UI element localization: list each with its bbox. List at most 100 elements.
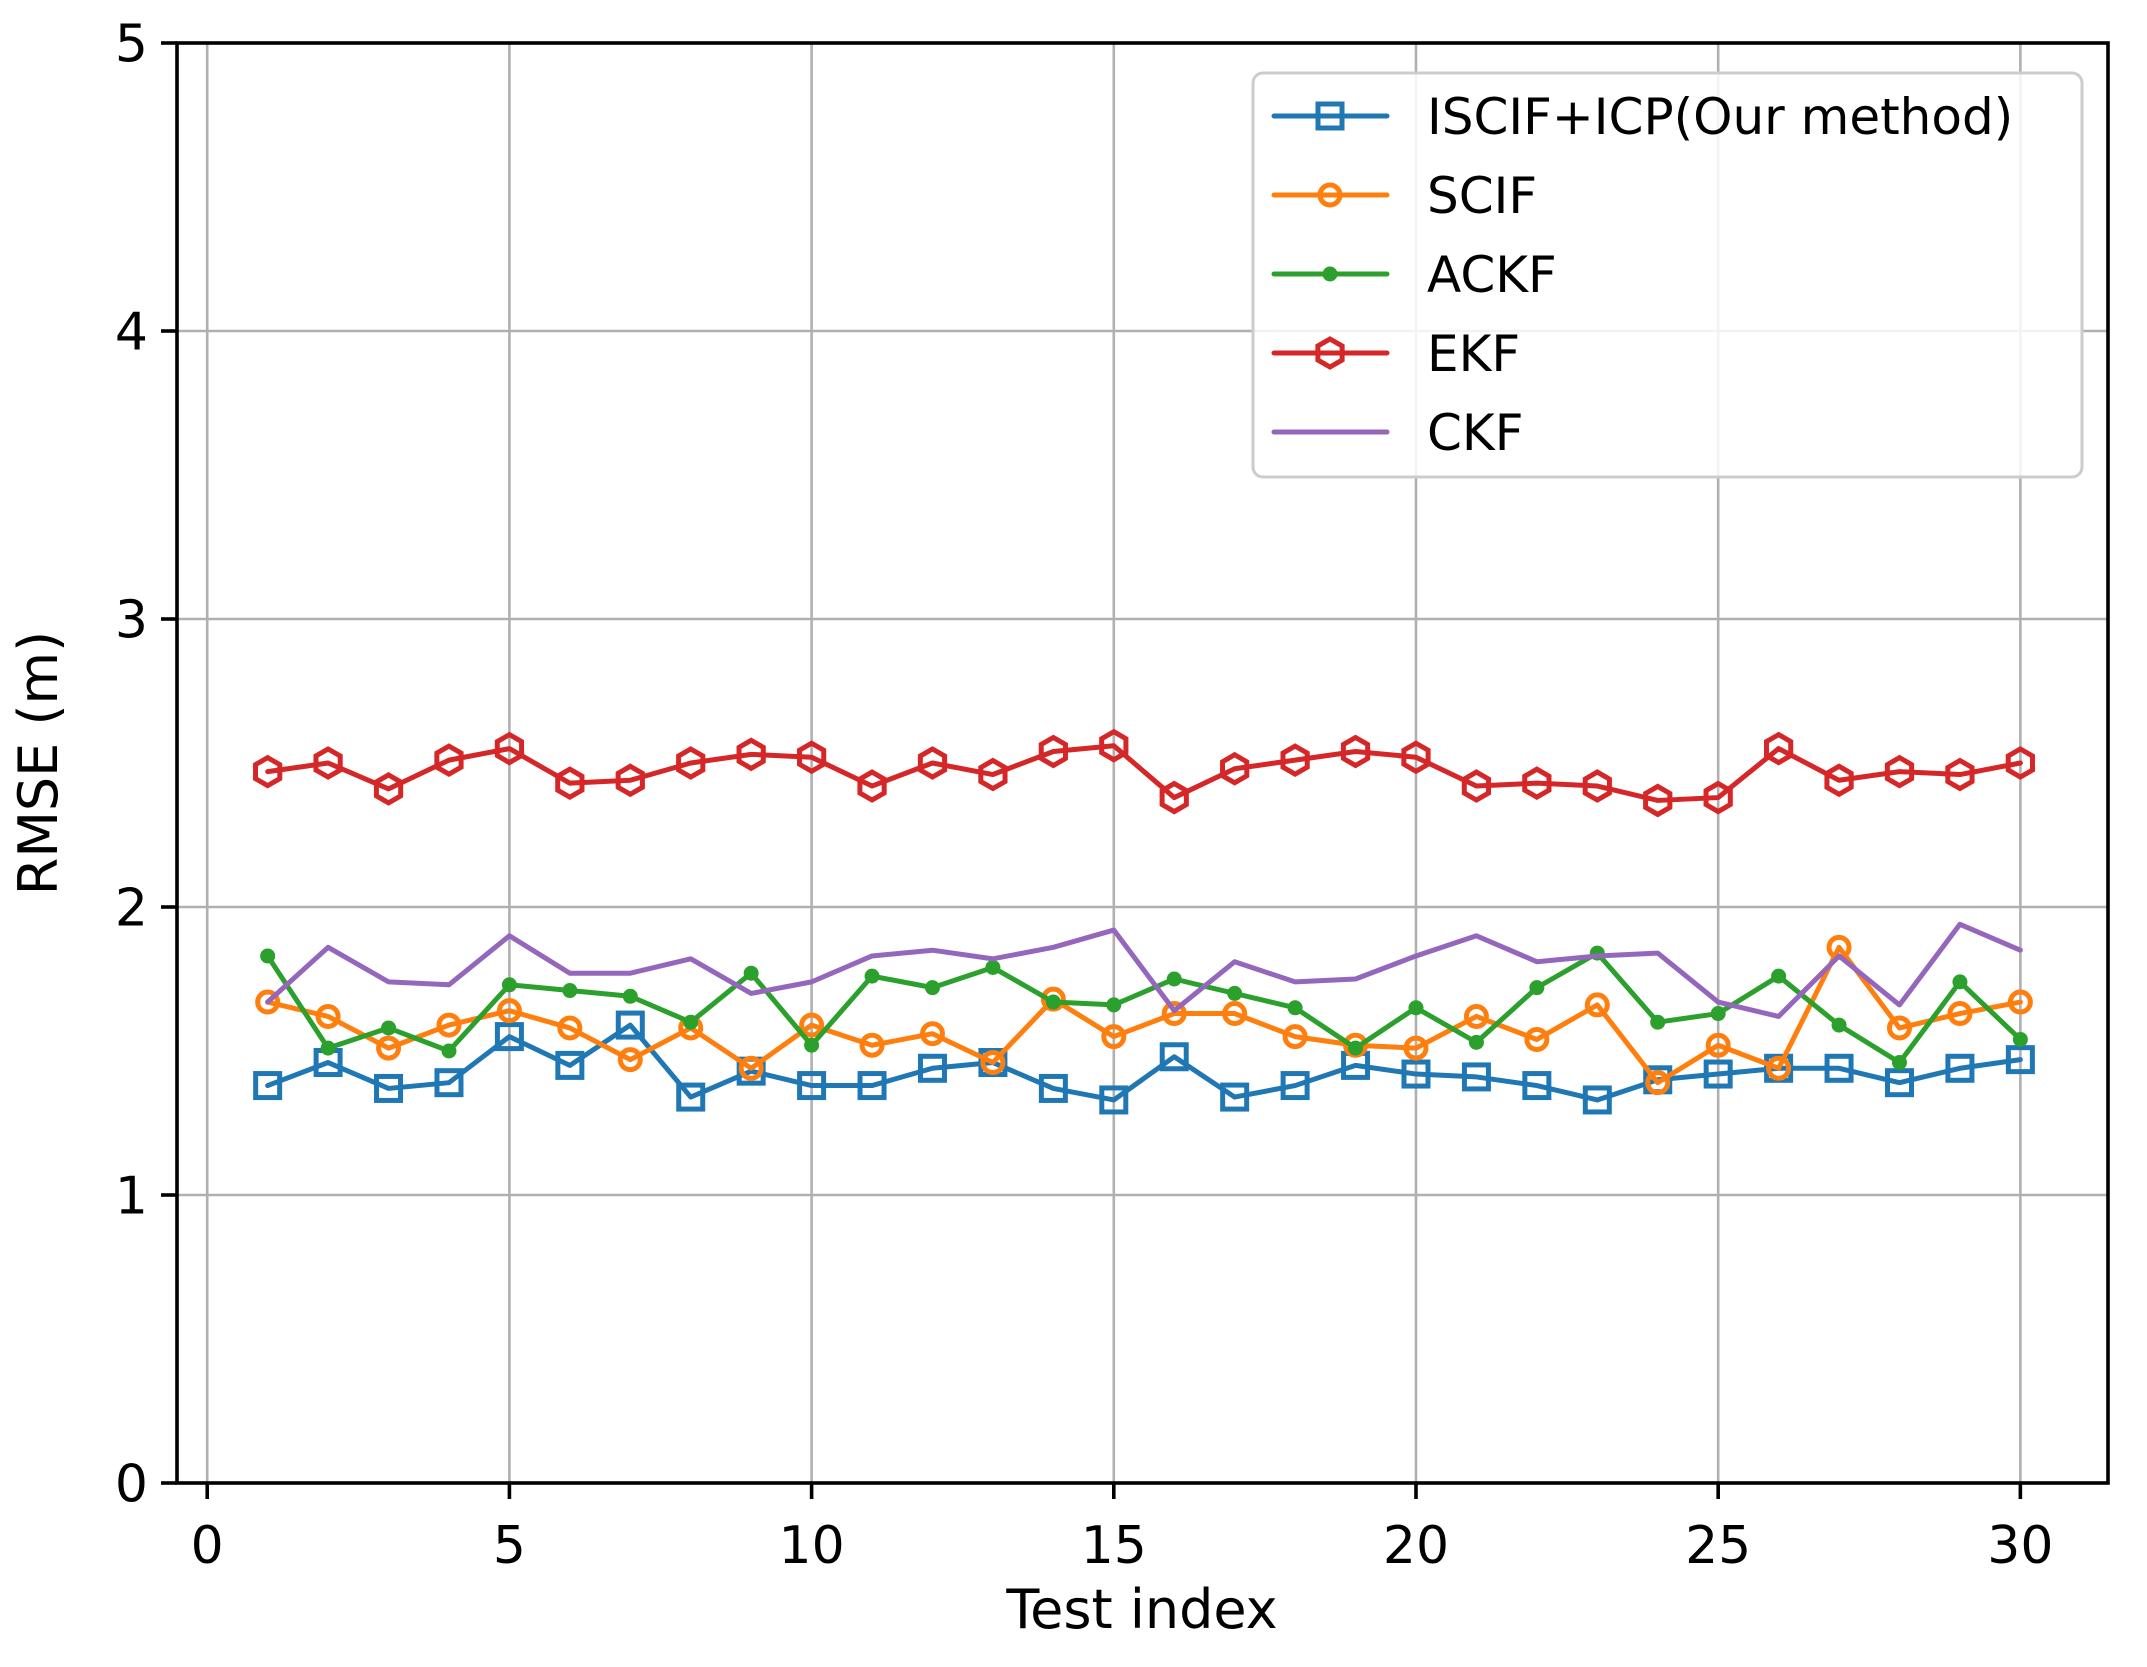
marker-scif	[2007, 989, 2033, 1015]
marker-ackf	[1710, 1006, 1726, 1022]
y-tick-label-4: 4	[115, 303, 148, 363]
marker-ackf	[1408, 1000, 1424, 1016]
marker-scif	[376, 1035, 402, 1061]
marker-ekf	[917, 746, 948, 780]
legend-item-ckf: CKF	[1271, 404, 1523, 462]
marker-ackf	[501, 977, 517, 993]
x-tick-label-5: 5	[493, 1516, 526, 1576]
marker-ekf	[676, 746, 706, 780]
marker-ackf	[562, 983, 578, 999]
marker-iscif-icp-our-method	[555, 1050, 585, 1080]
marker-scif	[738, 1055, 764, 1081]
series-line-ackf	[265, 950, 2023, 1066]
marker-ackf	[1650, 1014, 1666, 1030]
marker-ekf	[555, 766, 585, 801]
marker-iscif-icp-our-method	[1945, 1053, 1975, 1083]
x-tick-label-0: 0	[191, 1516, 224, 1576]
marker-ekf	[857, 769, 887, 803]
y-tick-label-3: 3	[115, 591, 148, 651]
marker-scif	[1705, 1032, 1731, 1058]
x-tick-label-20: 20	[1383, 1516, 1449, 1576]
marker-ekf	[1220, 751, 1250, 786]
marker-ekf	[494, 731, 525, 766]
legend-item-iscif-icp-our-method: ISCIF+ICP(Our method)	[1271, 88, 2013, 146]
marker-iscif-icp-our-method	[1461, 1062, 1491, 1092]
legend-label-ekf: EKF	[1427, 325, 1520, 383]
marker-ackf	[622, 988, 638, 1004]
marker-scif	[1403, 1035, 1429, 1061]
marker-ackf	[1771, 968, 1787, 984]
marker-scif	[1222, 1001, 1248, 1027]
marker-ekf	[1401, 740, 1431, 775]
marker-ackf	[1106, 997, 1122, 1013]
marker-ekf	[1763, 731, 1794, 766]
marker-ekf	[1461, 769, 1492, 803]
marker-iscif-icp-our-method	[434, 1068, 464, 1098]
marker-ackf	[381, 1020, 397, 1036]
marker-ackf	[1166, 971, 1182, 987]
marker-ekf	[1703, 780, 1733, 815]
marker-iscif-icp-our-method	[676, 1082, 706, 1112]
legend-item-scif: SCIF	[1271, 167, 1537, 225]
y-tick-label-0: 0	[115, 1455, 148, 1515]
marker-scif	[255, 989, 281, 1015]
marker-ackf	[1831, 1017, 1847, 1033]
legend-sample-marker-scif	[1317, 182, 1343, 208]
marker-iscif-icp-our-method	[1038, 1073, 1068, 1103]
marker-scif	[496, 998, 522, 1024]
marker-ackf	[1952, 974, 1968, 990]
marker-ackf	[1348, 1040, 1364, 1056]
marker-ekf	[313, 746, 343, 780]
x-tick-label-10: 10	[779, 1516, 845, 1576]
marker-scif	[980, 1050, 1006, 1076]
x-axis-title: Test index	[1005, 1578, 1277, 1641]
marker-scif	[315, 1003, 341, 1029]
marker-ekf	[1884, 754, 1915, 789]
marker-scif	[1161, 1001, 1187, 1027]
legend-label-ackf: ACKF	[1427, 246, 1557, 304]
y-tick-label-1: 1	[115, 1167, 148, 1227]
marker-scif	[1584, 992, 1610, 1018]
legend-label-scif: SCIF	[1427, 167, 1537, 225]
marker-scif	[1282, 1024, 1308, 1050]
marker-scif	[1886, 1015, 1912, 1041]
marker-ekf	[434, 743, 464, 778]
marker-scif	[1463, 1003, 1489, 1029]
marker-ekf	[1280, 743, 1310, 778]
marker-ackf	[804, 1037, 820, 1053]
series-line-ekf	[265, 743, 2023, 803]
plot-area	[175, 41, 2110, 1485]
marker-ekf	[1159, 780, 1189, 815]
marker-ekf	[1340, 734, 1371, 769]
marker-iscif-icp-our-method	[1703, 1059, 1733, 1089]
marker-ackf	[743, 965, 759, 981]
marker-scif	[617, 1047, 643, 1073]
legend-sample-marker-iscif-icp-our-method	[1315, 101, 1345, 131]
x-tick-label-15: 15	[1081, 1516, 1147, 1576]
marker-iscif-icp-our-method	[797, 1071, 827, 1101]
legend-sample-marker-ackf	[1322, 266, 1338, 282]
marker-scif	[799, 1012, 825, 1038]
marker-ackf	[683, 1014, 699, 1030]
marker-ekf	[615, 763, 645, 798]
marker-ekf	[1522, 766, 1552, 801]
marker-ekf	[1582, 769, 1612, 803]
marker-ekf	[1099, 728, 1129, 763]
y-tick-label-2: 2	[115, 879, 148, 939]
marker-iscif-icp-our-method	[253, 1071, 283, 1101]
marker-iscif-icp-our-method	[374, 1073, 404, 1103]
marker-scif	[436, 1012, 462, 1038]
legend-item-ekf: EKF	[1271, 325, 1520, 383]
legend-label-ckf: CKF	[1427, 404, 1523, 462]
marker-scif	[1101, 1024, 1127, 1050]
marker-ekf	[978, 757, 1008, 792]
marker-ackf	[1287, 1000, 1303, 1016]
marker-ackf	[985, 959, 1001, 975]
marker-iscif-icp-our-method	[1220, 1082, 1250, 1112]
marker-ackf	[1227, 985, 1243, 1001]
marker-iscif-icp-our-method	[1099, 1085, 1129, 1115]
marker-iscif-icp-our-method	[917, 1053, 947, 1083]
legend: ISCIF+ICP(Our method) SCIF ACKF EKF CKF	[1251, 71, 2084, 479]
marker-ekf	[1824, 763, 1854, 798]
